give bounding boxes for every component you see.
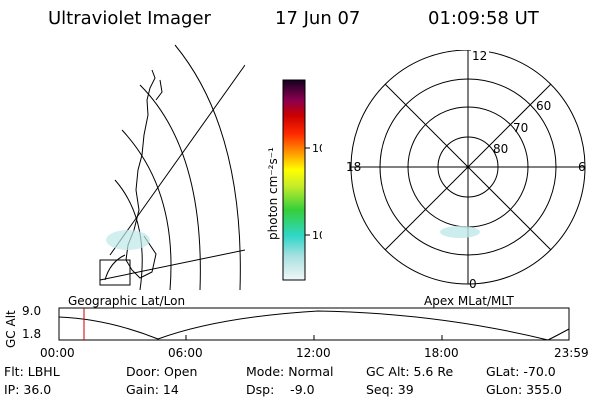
emission-blob <box>106 230 150 250</box>
seq-readout: Seq: 39 <box>366 382 414 397</box>
latitude-arc <box>121 129 172 290</box>
polar-panel-label: Apex MLat/MLT <box>424 294 514 308</box>
colorbar: 100 10 photon cm⁻²s⁻¹ <box>266 79 322 281</box>
latitude-arc <box>114 179 143 290</box>
colorbar-units: photon cm⁻²s⁻¹ <box>266 147 280 240</box>
lat-label-60: 60 <box>536 99 551 113</box>
altitude-xtick: 18:00 <box>424 346 459 360</box>
mlt-label-6: 6 <box>578 160 586 174</box>
lat-label-70: 70 <box>513 121 528 135</box>
coastline <box>155 79 163 101</box>
door-readout: Door: Open <box>126 364 198 379</box>
gain-readout: Gain: 14 <box>126 382 179 397</box>
glon-readout: GLon: 355.0 <box>486 382 562 397</box>
coastline <box>104 254 126 281</box>
meridian-line <box>109 64 245 256</box>
altitude-ytick: 1.8 <box>22 327 42 341</box>
altitude-xtick: 23:59 <box>554 346 589 360</box>
colorbar-gradient <box>282 79 306 281</box>
mlt-label-0: 0 <box>469 277 477 290</box>
altitude-plot <box>58 307 570 341</box>
emission-blob <box>440 226 480 238</box>
filter-readout: Flt: LBHL <box>4 364 60 379</box>
glat-readout: GLat: -70.0 <box>486 364 556 379</box>
mlt-label-12: 12 <box>472 50 487 63</box>
altitude-ytick: 9.0 <box>22 304 42 318</box>
region-box <box>99 259 131 286</box>
date-label: 17 Jun 07 <box>275 8 361 29</box>
altitude-xtick: 00:00 <box>40 346 75 360</box>
lat-label-80: 80 <box>493 142 508 156</box>
latitude-arc <box>139 84 201 290</box>
polar-plot: 12 18 6 0 60 70 80 <box>346 50 586 290</box>
coastline <box>125 69 157 279</box>
altitude-xtick: 06:00 <box>168 346 203 360</box>
altitude-curve <box>58 310 570 341</box>
meridian-line <box>99 249 245 281</box>
mlt-label-18: 18 <box>346 160 361 174</box>
latitude-arc <box>174 44 241 290</box>
instrument-title: Ultraviolet Imager <box>48 8 211 29</box>
geographic-map <box>99 44 245 290</box>
colorbar-tick-label: 100 <box>312 142 322 155</box>
altitude-ylabel: GC Alt <box>4 310 18 348</box>
mlt-line <box>384 83 552 251</box>
mode-readout: Mode: Normal <box>246 364 334 379</box>
colorbar-tick-label: 10 <box>312 229 322 242</box>
time-label: 01:09:58 UT <box>428 8 539 29</box>
ip-readout: IP: 36.0 <box>4 382 52 397</box>
gc-alt-readout: GC Alt: 5.6 Re <box>366 364 454 379</box>
altitude-xtick: 12:00 <box>296 346 331 360</box>
geographic-panel-label: Geographic Lat/Lon <box>68 294 186 308</box>
dsp-readout: Dsp: -9.0 <box>246 382 315 397</box>
